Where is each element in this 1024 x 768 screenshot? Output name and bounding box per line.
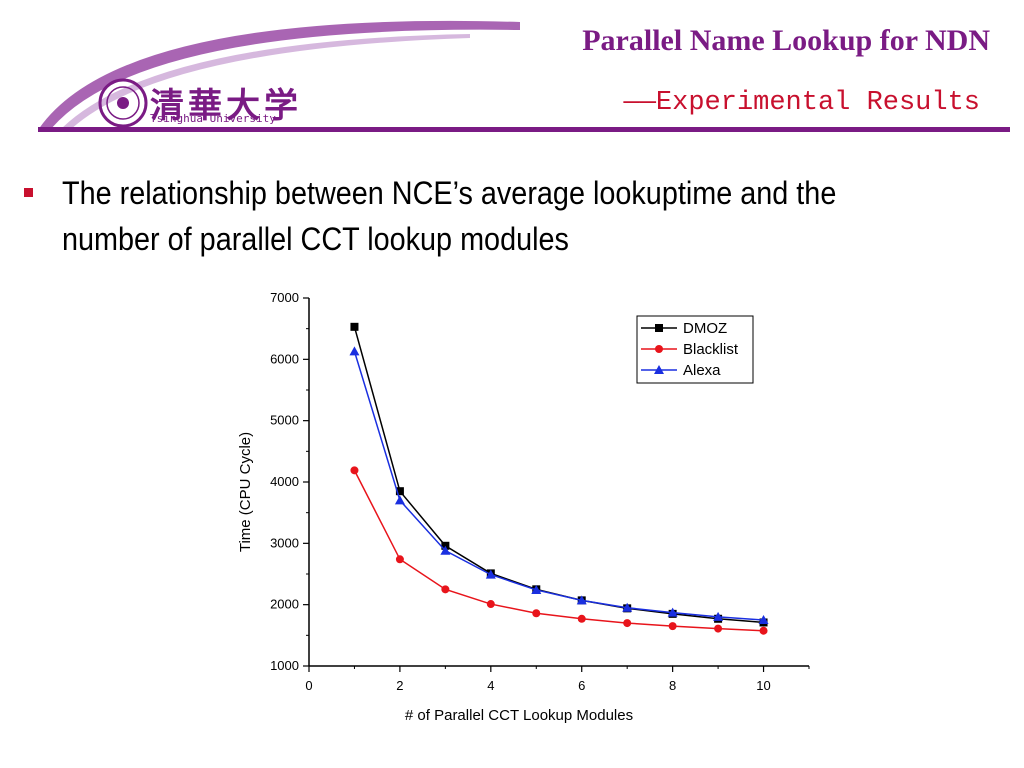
data-point-alexa [394, 495, 405, 505]
data-point-alexa [667, 607, 678, 617]
header-decoration [38, 20, 1010, 132]
y-axis-label: Time (CPU Cycle) [237, 432, 254, 552]
data-point-blacklist [668, 622, 677, 631]
bullet-text: The relationship between NCE’s average l… [62, 175, 837, 257]
university-logo-text: 清華大学 [150, 86, 302, 126]
data-point-alexa [713, 611, 724, 621]
data-point-blacklist [350, 466, 359, 475]
y-tick-label: 2000 [270, 597, 299, 612]
legend-label-blacklist: Blacklist [683, 341, 739, 358]
data-point-blacklist [759, 626, 768, 635]
slide-title: Parallel Name Lookup for NDN [582, 24, 990, 57]
university-logo-english: Tsinghua University [150, 112, 276, 125]
legend-marker-blacklist [655, 345, 663, 353]
legend-marker-dmoz [655, 324, 663, 332]
data-point-blacklist [395, 555, 404, 564]
x-tick-label: 10 [756, 678, 770, 693]
series-line-blacklist [353, 470, 764, 632]
bullet-square-icon [24, 188, 33, 197]
y-tick-label: 7000 [270, 290, 299, 305]
data-point-alexa [576, 595, 587, 605]
y-tick-label: 5000 [270, 413, 299, 428]
data-point-dmoz [395, 487, 404, 496]
university-seal-icon [98, 78, 148, 128]
data-point-blacklist [486, 600, 495, 609]
legend-marker-alexa [654, 365, 664, 374]
data-point-blacklist [441, 585, 450, 594]
y-tick-label: 4000 [270, 474, 299, 489]
data-point-blacklist [623, 619, 632, 628]
data-point-blacklist [532, 609, 541, 618]
x-axis-label: # of Parallel CCT Lookup Modules [405, 707, 633, 724]
data-point-alexa [758, 615, 769, 624]
data-point-alexa [485, 569, 496, 579]
x-tick-label: 6 [578, 678, 585, 693]
data-point-alexa [440, 545, 451, 555]
slide-subtitle: ——Experimental Results [623, 88, 980, 118]
x-tick-label: 2 [396, 678, 403, 693]
y-tick-label: 3000 [270, 535, 299, 550]
data-point-dmoz [350, 322, 359, 331]
legend-label-alexa: Alexa [683, 362, 721, 379]
data-point-alexa [622, 602, 633, 612]
data-point-alexa [349, 346, 360, 356]
y-tick-label: 1000 [270, 658, 299, 673]
x-tick-label: 4 [487, 678, 494, 693]
series-line-alexa [353, 351, 764, 621]
legend-label-dmoz: DMOZ [683, 320, 727, 337]
y-tick-label: 6000 [270, 351, 299, 366]
x-tick-label: 8 [669, 678, 676, 693]
data-point-blacklist [577, 614, 586, 623]
x-tick-label: 0 [305, 678, 312, 693]
data-point-blacklist [714, 624, 723, 633]
data-point-alexa [531, 584, 542, 594]
slide-header: Parallel Name Lookup for NDN ——Experimen… [0, 0, 1024, 140]
